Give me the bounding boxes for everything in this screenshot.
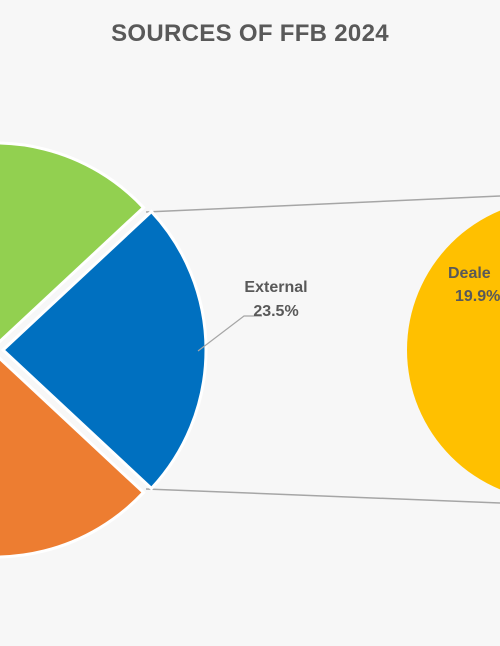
secondary-pie-slice-dealer xyxy=(407,210,500,490)
value-dealer: 19.9% xyxy=(455,288,500,305)
connector-line-bottom xyxy=(145,488,500,504)
pie-slice-orange xyxy=(0,356,146,559)
label-external: External xyxy=(244,279,307,296)
connector-line-top xyxy=(145,195,500,213)
external-leader-line xyxy=(197,315,262,352)
pie-slice-green xyxy=(0,141,146,344)
label-dealer: Deale xyxy=(448,265,491,282)
pie-slice-external xyxy=(0,209,208,491)
chart-title: SOURCES OF FFB 2024 xyxy=(111,20,389,47)
value-external: 23.5% xyxy=(253,303,298,320)
